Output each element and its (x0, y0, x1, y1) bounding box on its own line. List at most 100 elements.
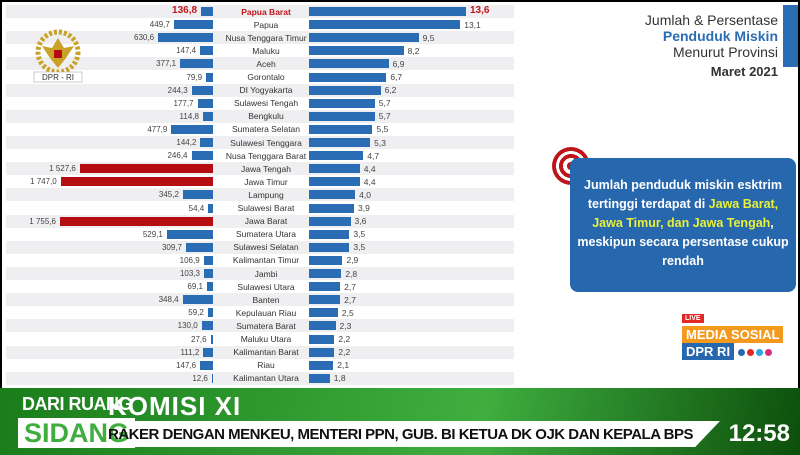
count-label: 449,7 (149, 20, 170, 30)
count-label: 1 755,6 (29, 216, 56, 226)
count-label: 1 527,6 (49, 164, 76, 174)
percent-bar (309, 295, 341, 305)
count-bar (186, 242, 213, 252)
percent-label: 13,1 (464, 19, 481, 30)
percent-bar (309, 282, 341, 292)
percent-label: 2,5 (341, 307, 354, 318)
percent-bar (309, 177, 360, 187)
info-highlight: Jawa Barat, Jawa Timur, dan Jawa Tengah (592, 197, 779, 230)
count-label: 130,0 (177, 321, 198, 331)
media-sosial-label: MEDIA SOSIAL (682, 326, 784, 343)
percent-label: 2,9 (346, 255, 359, 266)
count-label: 54,4 (188, 203, 205, 213)
percent-label: 4,4 (363, 163, 376, 174)
chart-row: 111,2 Kalimantan Barat 2,2 (6, 345, 514, 359)
count-bar (158, 33, 213, 43)
province-label: Riau (257, 360, 275, 371)
province-label: Maluku (252, 45, 280, 56)
province-label: Jawa Tengah (241, 163, 291, 174)
count-bar (210, 334, 213, 344)
chart-row: 345,2 Lampung 4,0 (6, 188, 514, 202)
slide-title: Jumlah & Persentase Penduduk Miskin Menu… (645, 12, 778, 79)
province-label: Sumatera Barat (236, 320, 296, 331)
province-label: Kepulauan Riau (235, 307, 297, 318)
count-bar (191, 85, 213, 95)
news-ticker: DARI RUANG SIDANG KOMISI XI RAKER DENGAN… (0, 388, 800, 455)
percent-label: 2,8 (345, 268, 358, 279)
percent-label: 9,5 (422, 32, 435, 43)
province-label: Kalimantan Timur (232, 255, 300, 266)
chart-row: 79,9 Gorontalo 6,7 (6, 71, 514, 84)
chart-row: 1 747,0 Jawa Timur 4,4 (6, 175, 514, 188)
province-label: Sumatera Selatan (231, 124, 301, 135)
percent-bar (309, 138, 371, 147)
count-label: 103,3 (179, 269, 200, 278)
province-label: Papua (253, 19, 279, 30)
percent-bar (309, 321, 336, 331)
percent-bar (309, 242, 350, 252)
count-bar (207, 308, 213, 318)
title-date: Maret 2021 (710, 64, 778, 79)
count-label: 147,4 (176, 46, 197, 56)
percent-label: 4,0 (359, 189, 371, 200)
ticker-subtitle: RAKER DENGAN MENKEU, MENTERI PPN, GUB. B… (108, 426, 693, 443)
chart-row: 130,0 Sumatera Barat 2,3 (6, 319, 514, 333)
percent-label: 2,3 (339, 320, 352, 331)
chart-row: 103,3 Jambi 2,8 (6, 267, 514, 280)
percent-label: 3,6 (354, 216, 367, 227)
count-label: 79,9 (186, 72, 203, 82)
live-badge: LIVE (682, 314, 704, 323)
percent-label: 4,7 (367, 150, 380, 161)
count-label: 12,6 (192, 373, 208, 383)
percent-bar (309, 72, 387, 82)
chart-row: 177,7 Sulawesi Tengah 5,7 (6, 97, 514, 110)
province-label: Banten (252, 294, 280, 305)
accent-bar (783, 5, 798, 67)
count-label: 348,4 (158, 295, 179, 305)
chart-row: 309,7 Sulawesi Selatan 3,5 (6, 240, 514, 254)
percent-bar (309, 308, 338, 318)
province-label: Lampung (248, 189, 284, 200)
percent-label: 3,5 (353, 229, 366, 240)
count-label: 144,2 (176, 138, 197, 147)
percent-label: 2,2 (338, 347, 351, 358)
province-label: Sulawesi Tenggara (230, 137, 302, 148)
percent-label: 5,3 (374, 137, 386, 148)
chart-row: 1 755,6 Jawa Barat 3,6 (6, 214, 514, 228)
percent-label: 3,9 (358, 203, 370, 213)
count-bar (79, 164, 213, 174)
percent-bar (309, 151, 364, 161)
percent-bar (309, 7, 466, 16)
province-label: Aceh (256, 58, 276, 69)
count-bar (200, 46, 213, 56)
count-label: 111,2 (180, 347, 200, 357)
count-bar (180, 59, 213, 69)
province-label: Kalimantan Barat (233, 347, 299, 358)
chart-row: 144,2 Sulawesi Tenggara 5,3 (6, 136, 514, 149)
percent-bar (309, 20, 461, 30)
province-label: Jawa Barat (244, 216, 288, 227)
youtube-icon (747, 349, 755, 356)
percent-label: 2,7 (344, 294, 356, 305)
percent-label: 2,1 (337, 360, 350, 371)
province-label: Nusa Tenggara Timur (225, 32, 307, 43)
province-label: Sumatera Utara (236, 229, 296, 240)
chart-row: 147,6 Riau 2,1 (6, 359, 514, 372)
ticker-from: DARI RUANG (22, 394, 133, 414)
percent-label: 5,7 (378, 98, 391, 109)
province-label: Jawa Timur (244, 176, 288, 187)
count-bar (200, 360, 213, 370)
presentation-screen: 136,8 Papua Barat 13,6 449,7 Papua 13,1 630,6 N… (2, 2, 798, 388)
social-media-badge: LIVE MEDIA SOSIAL DPR RI (682, 307, 784, 361)
twitter-icon (756, 349, 764, 356)
percent-label: 5,5 (376, 124, 389, 135)
province-label: Kalimantan Utara (233, 373, 299, 384)
info-text: Jumlah penduduk miskin esktrim tertinggi… (584, 178, 782, 211)
svg-text:DPR - RI: DPR - RI (42, 73, 74, 82)
count-label: 177,7 (173, 98, 194, 108)
count-label: 309,7 (161, 242, 182, 252)
percent-label: 2,7 (344, 281, 356, 292)
count-label: 377,1 (156, 59, 177, 69)
ticker-strip (100, 421, 720, 447)
province-label: Sulawesi Selatan (233, 242, 299, 253)
